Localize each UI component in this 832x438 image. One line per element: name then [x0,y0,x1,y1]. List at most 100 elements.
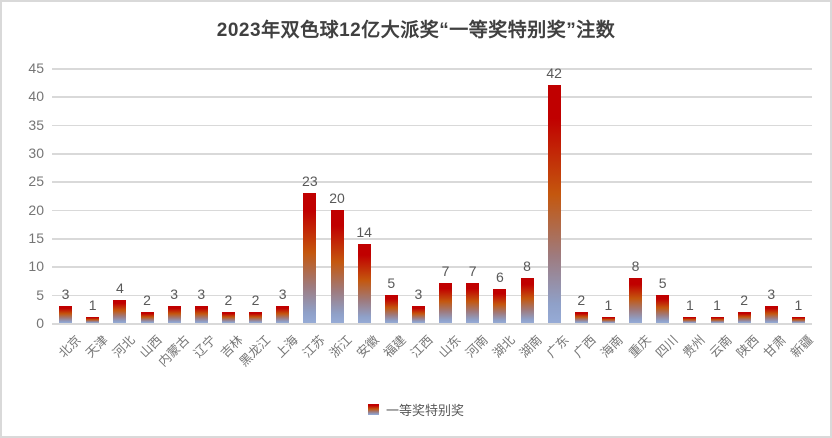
bar [140,311,154,323]
bar-value-label: 3 [278,286,287,302]
x-axis-label: 天津 [82,332,111,361]
bar-value-label: 5 [387,274,396,291]
gridline [52,294,812,297]
bar [601,317,615,323]
x-axis-label: 湖南 [517,332,545,361]
x-axis-label: 海南 [598,332,627,361]
x-axis-label: 广东 [544,332,572,361]
x-axis-label: 重庆 [625,332,654,361]
bar-value-label: 20 [329,189,345,206]
bar-value-label: 4 [115,280,124,297]
x-axis-label: 云南 [707,332,735,361]
bar [303,192,317,323]
y-axis-tick-label: 0 [36,315,44,331]
x-axis-label: 黑龙江 [236,332,274,370]
gridline [52,238,812,240]
gridline [52,181,812,183]
bar [710,317,724,323]
gridline [52,209,812,212]
gridline [52,68,812,70]
y-axis-tick-label: 5 [36,286,44,303]
y-axis-tick-label: 45 [28,60,44,76]
bar [276,306,290,323]
y-axis-tick-label: 20 [28,201,44,218]
x-axis-label: 湖北 [489,332,518,361]
bar-value-label: 8 [523,257,531,274]
x-axis-label: 江苏 [299,332,328,361]
bar [194,306,208,323]
chart-title: 2023年双色球12亿大派奖“一等奖特别奖”注数 [216,20,616,41]
bar-value-label: 2 [224,291,233,308]
y-axis-tick-label: 15 [28,230,44,246]
x-axis-label: 浙江 [327,332,355,361]
bar-value-label: 3 [61,286,70,302]
bar-value-label: 2 [143,291,151,308]
bar [493,289,507,323]
bar [384,294,398,323]
bar [547,85,561,323]
bar [466,283,480,323]
gridline [52,96,812,98]
bar [357,243,371,323]
legend: 一等奖特别奖 [2,400,830,419]
bar [167,306,181,323]
x-axis-label: 安徽 [354,332,382,361]
x-axis-label: 新疆 [788,332,817,361]
y-axis-tick-label: 40 [28,88,44,105]
bar [330,209,344,323]
bar-value-label: 1 [604,297,613,314]
bar [574,311,588,323]
x-axis-label: 陕西 [734,332,762,361]
bar [683,317,697,323]
bar [221,311,235,323]
bar-value-label: 1 [713,297,721,314]
bar [439,283,453,323]
x-axis-label: 四川 [652,332,681,361]
y-axis-tick-label: 35 [28,116,44,133]
bar-value-label: 7 [441,263,450,280]
bar [249,311,263,323]
bar-value-label: 14 [356,223,372,240]
bar [59,306,73,323]
bar-value-label: 3 [767,286,776,302]
bar-value-label: 3 [197,286,206,302]
bar [737,311,751,323]
bar [411,306,425,323]
x-axis-label: 甘肃 [761,332,790,361]
bar-value-label: 6 [495,269,504,285]
x-axis-label: 福建 [381,332,410,361]
x-axis-label: 江西 [408,332,437,361]
bar [629,277,643,323]
x-axis-label: 河南 [462,332,491,361]
bar [656,294,670,323]
gridline [52,124,812,127]
x-axis-label: 山东 [435,332,464,361]
gridline [52,323,812,325]
bar-value-label: 8 [631,257,640,274]
bar-value-label: 2 [577,291,586,308]
bar [520,277,534,323]
y-axis-tick-label: 30 [28,145,44,161]
legend-swatch [367,404,379,415]
x-axis-label: 辽宁 [191,332,220,361]
bar-value-label: 23 [302,172,318,189]
bar-value-label: 1 [685,297,694,314]
x-axis-label: 北京 [55,332,84,361]
bar [764,306,778,323]
legend-label: 一等奖特别奖 [385,403,464,418]
bar-value-label: 1 [794,297,803,314]
bar-value-label: 3 [170,286,179,302]
bar [791,317,805,323]
x-axis-label: 上海 [272,332,301,361]
y-axis-tick-label: 10 [28,258,44,275]
x-axis-label: 贵州 [679,332,708,361]
bar [86,317,100,323]
bar-value-label: 42 [546,65,562,81]
x-axis-label: 河北 [109,332,138,361]
gridline [52,153,812,155]
bar-value-label: 3 [414,286,423,302]
bar-value-label: 5 [658,274,667,291]
bar-value-label: 2 [251,291,260,308]
x-axis-label: 广西 [571,332,600,361]
